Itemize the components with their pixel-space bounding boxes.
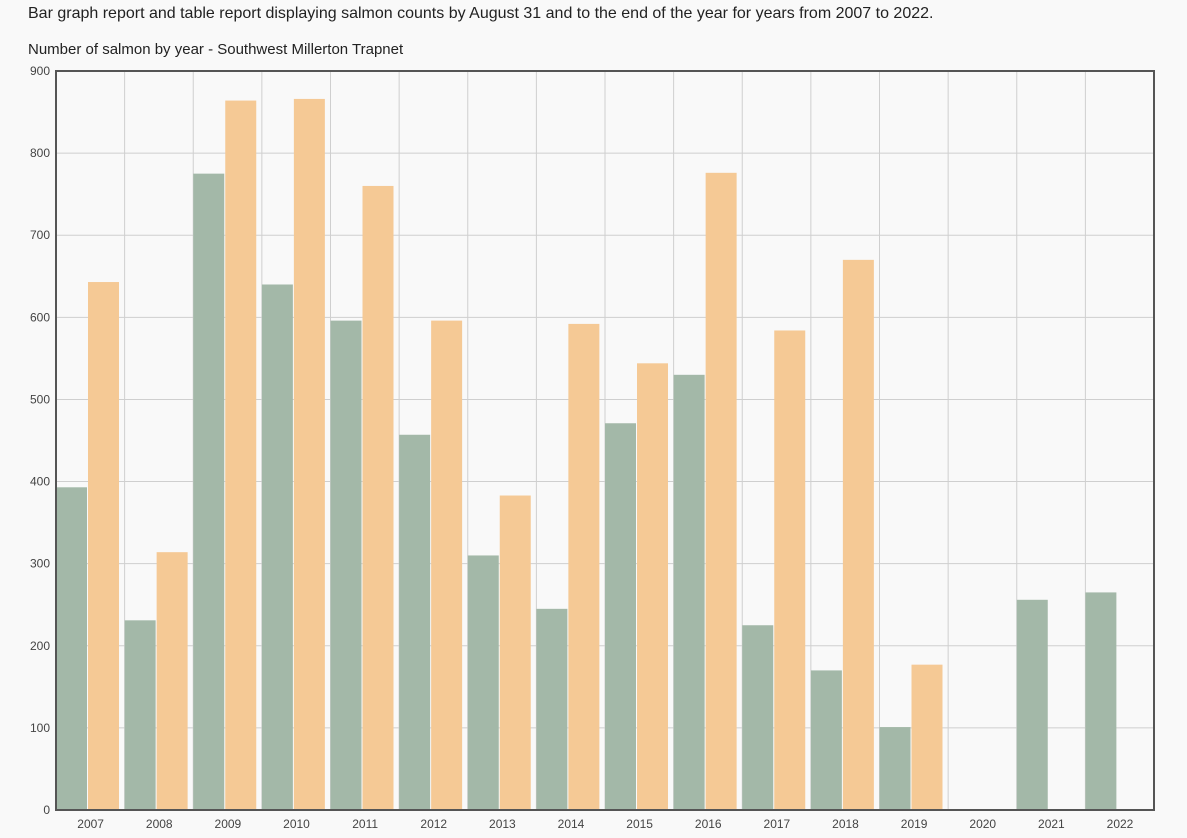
- y-tick-label: 100: [30, 721, 50, 735]
- y-tick-label: 200: [30, 639, 50, 653]
- y-tick-label: 600: [30, 310, 50, 324]
- y-axis-ticks: 0 100 200 300 400 500 600 700 800 900: [30, 64, 50, 817]
- report-description: Bar graph report and table report displa…: [28, 5, 934, 22]
- y-tick-label: 300: [30, 557, 50, 571]
- bar-2011-series-2[interactable]: [362, 185, 394, 810]
- bar-2022-series-1[interactable]: [1085, 592, 1117, 810]
- bar-2007-series-2[interactable]: [88, 282, 119, 811]
- y-tick-label: 900: [30, 64, 50, 78]
- x-tick-label: 2013: [489, 817, 516, 831]
- chart-bars: [56, 98, 1117, 811]
- bar-2009-series-2[interactable]: [225, 100, 257, 810]
- bar-2009-series-1[interactable]: [193, 173, 225, 810]
- bar-2007-series-1[interactable]: [56, 487, 87, 810]
- bar-2011-series-1[interactable]: [330, 320, 362, 810]
- bar-2019-series-2[interactable]: [911, 664, 943, 810]
- bar-2016-series-2[interactable]: [705, 172, 737, 811]
- bar-2015-series-2[interactable]: [637, 363, 668, 810]
- bar-2017-series-1[interactable]: [742, 625, 774, 810]
- x-tick-label: 2020: [969, 817, 996, 831]
- y-tick-label: 700: [30, 228, 50, 242]
- bar-2013-series-2[interactable]: [499, 495, 531, 810]
- bar-2018-series-1[interactable]: [810, 670, 842, 810]
- bar-2010-series-2[interactable]: [293, 98, 325, 810]
- x-tick-label: 2022: [1107, 817, 1134, 831]
- x-tick-label: 2017: [764, 817, 791, 831]
- bar-2014-series-2[interactable]: [568, 323, 600, 810]
- bar-2012-series-1[interactable]: [399, 434, 431, 810]
- x-tick-label: 2008: [146, 817, 173, 831]
- bar-2014-series-1[interactable]: [536, 608, 568, 810]
- y-tick-label: 0: [43, 803, 50, 817]
- x-tick-label: 2010: [283, 817, 310, 831]
- bar-2018-series-2[interactable]: [842, 259, 874, 810]
- plot-frame: [55, 70, 1155, 811]
- bar-2008-series-2[interactable]: [156, 552, 188, 810]
- bar-2013-series-1[interactable]: [467, 555, 499, 810]
- bar-2008-series-1[interactable]: [124, 620, 156, 810]
- x-tick-label: 2009: [215, 817, 242, 831]
- x-tick-label: 2014: [558, 817, 585, 831]
- x-tick-label: 2011: [352, 817, 378, 831]
- y-tick-label: 400: [30, 475, 50, 489]
- x-tick-label: 2016: [695, 817, 722, 831]
- x-tick-label: 2021: [1038, 817, 1065, 831]
- x-tick-label: 2019: [901, 817, 928, 831]
- bar-2016-series-1[interactable]: [673, 374, 705, 810]
- x-tick-label: 2015: [626, 817, 653, 831]
- bar-2019-series-1[interactable]: [879, 727, 911, 810]
- x-tick-label: 2012: [420, 817, 447, 831]
- y-tick-label: 800: [30, 146, 50, 160]
- y-tick-label: 500: [30, 392, 50, 406]
- bar-2015-series-1[interactable]: [605, 423, 636, 810]
- bar-2012-series-2[interactable]: [431, 320, 463, 810]
- bar-2021-series-1[interactable]: [1016, 599, 1048, 810]
- x-tick-label: 2007: [77, 817, 104, 831]
- bar-2017-series-2[interactable]: [774, 330, 806, 810]
- x-tick-label: 2018: [832, 817, 859, 831]
- bar-2010-series-1[interactable]: [261, 284, 293, 810]
- chart-title: Number of salmon by year - Southwest Mil…: [28, 41, 404, 58]
- x-axis-ticks: 2007 2008 2009 2010 2011 2012 2013 2014 2015 2016…: [77, 817, 1133, 831]
